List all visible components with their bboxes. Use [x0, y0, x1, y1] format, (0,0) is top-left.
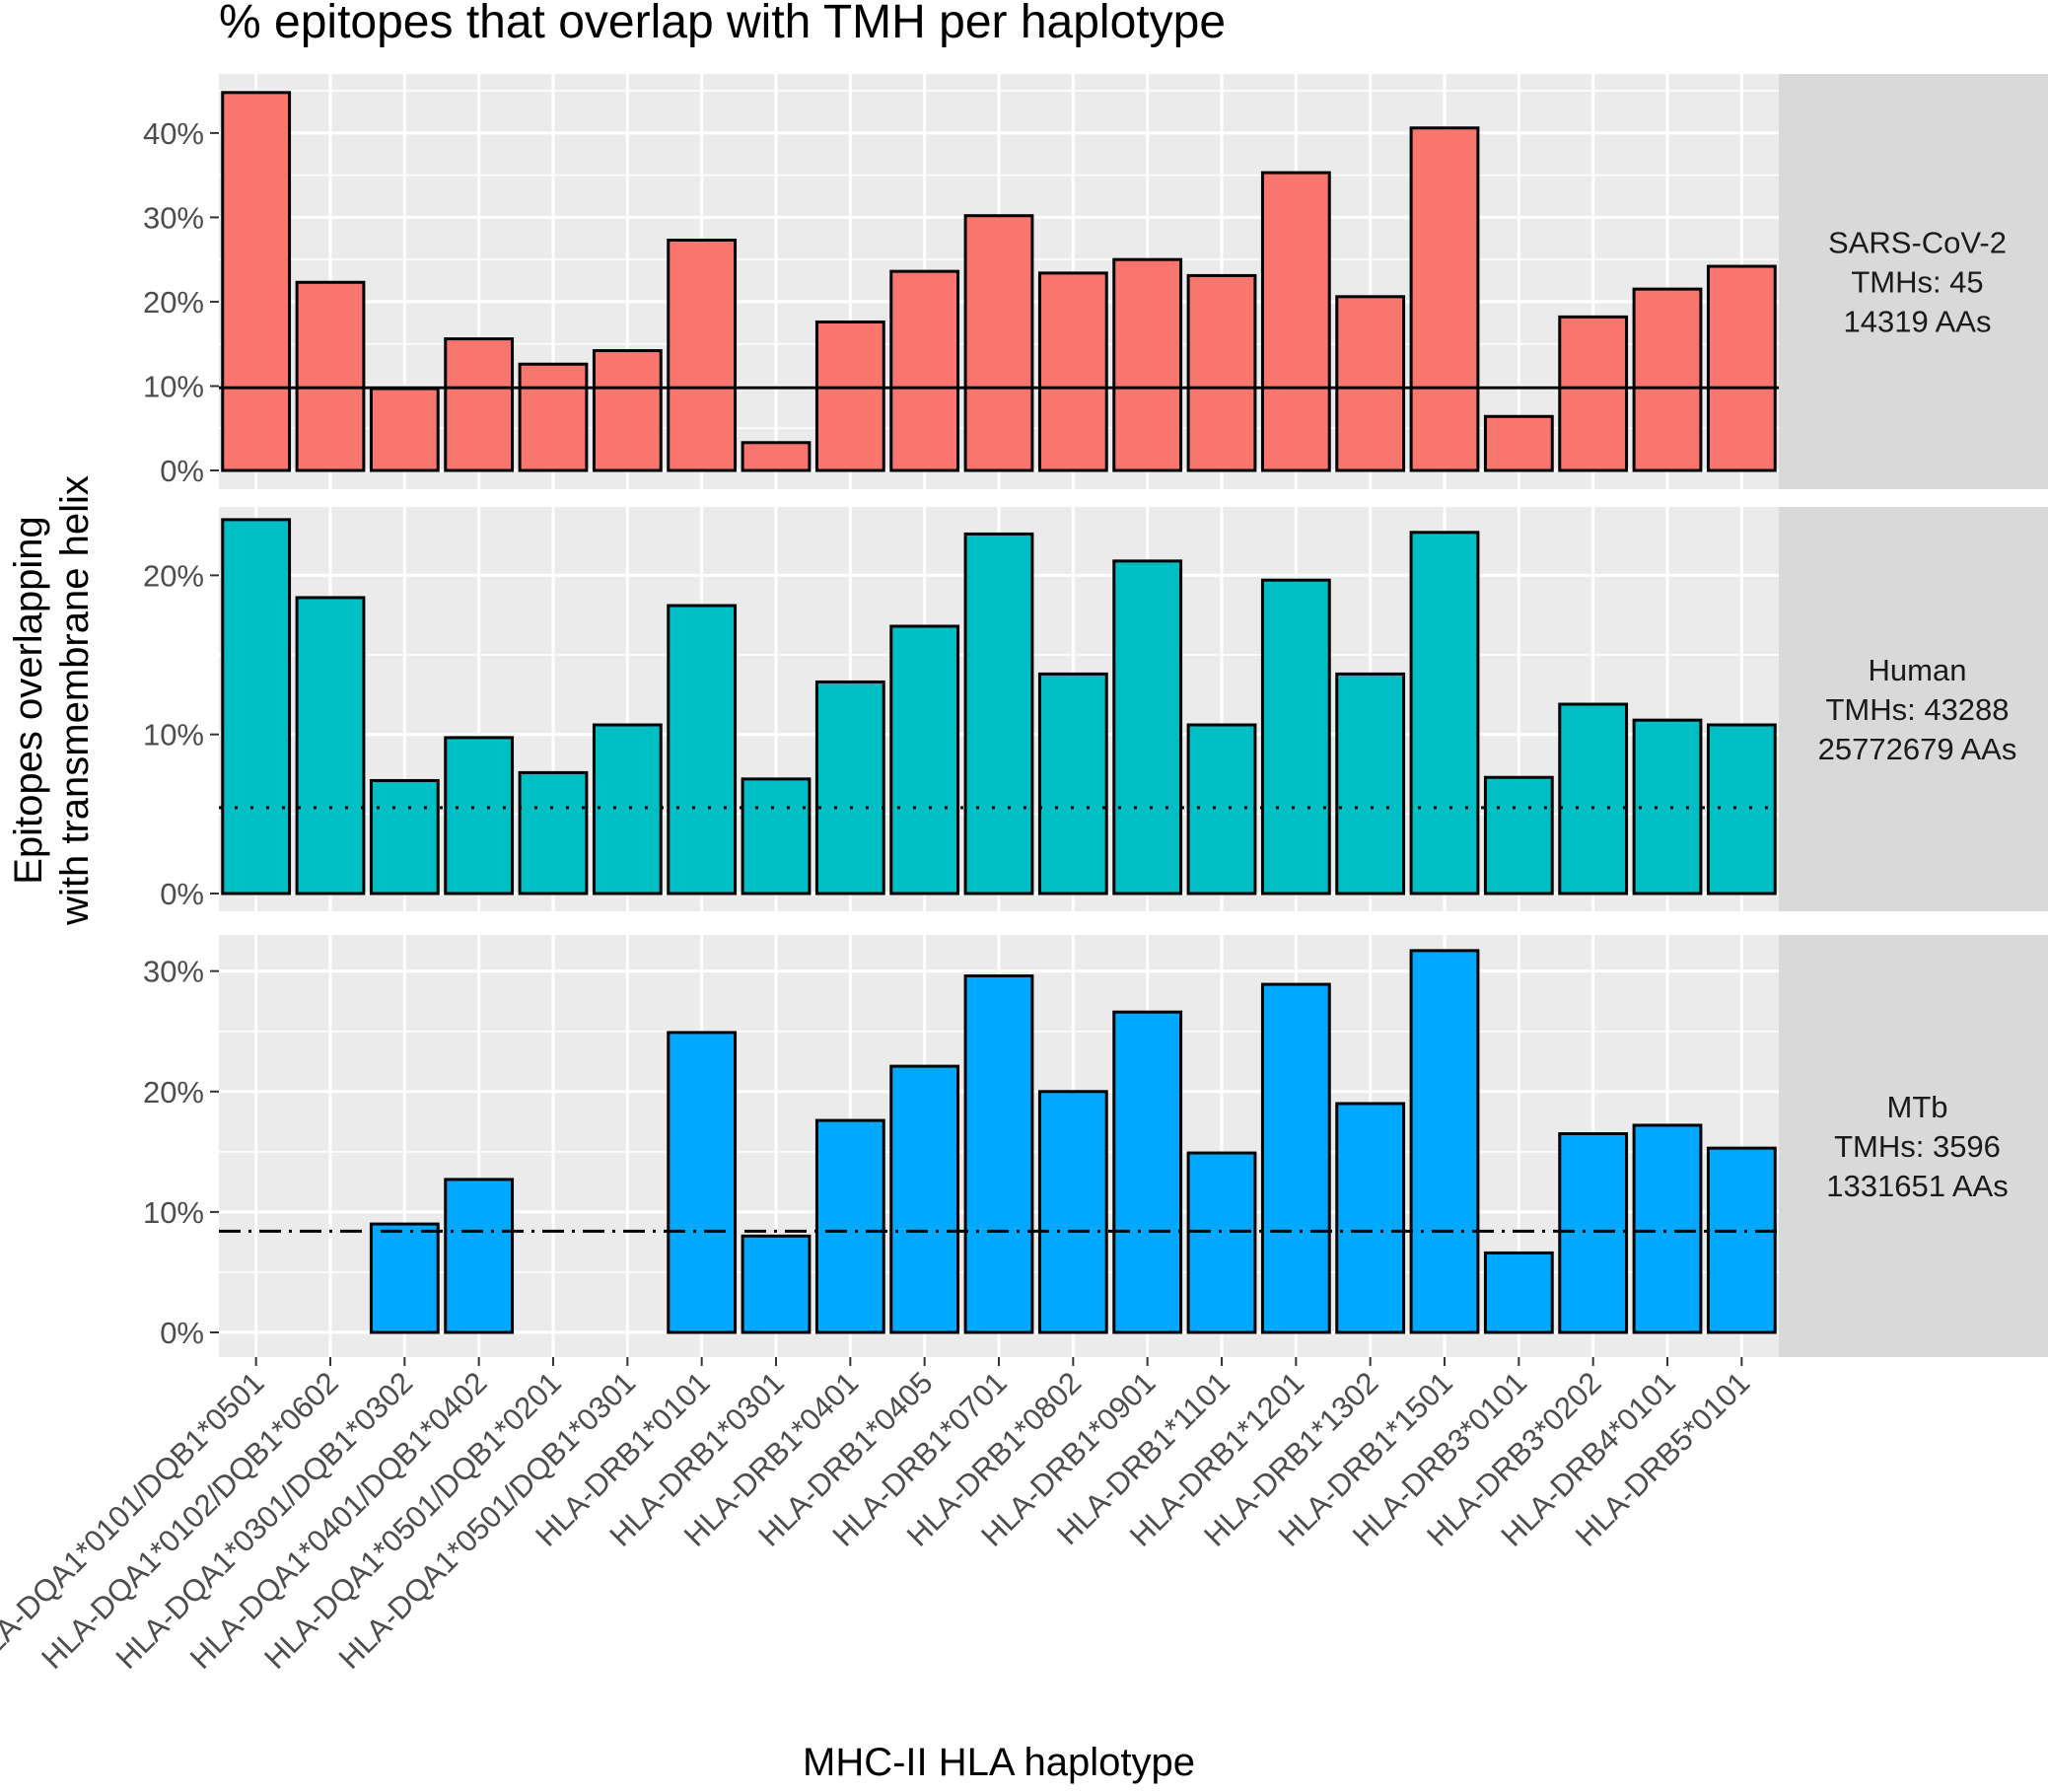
- y-tick-label: 10%: [143, 1195, 204, 1230]
- bar-hla-drb1-0802: [1037, 271, 1108, 472]
- bar-hla-drb4-0101: [1632, 718, 1703, 896]
- bar-hla-drb1-0301: [741, 1234, 812, 1334]
- bar-hla-drb1-0301: [741, 441, 812, 472]
- bar-hla-drb1-1101: [1186, 273, 1257, 472]
- bar-hla-dqa1-0301-dqb1-0302: [369, 1222, 440, 1334]
- bar-hla-dqa1-0401-dqb1-0402: [444, 736, 515, 896]
- bar-hla-drb1-0802: [1037, 672, 1108, 896]
- bar-hla-drb1-1201: [1260, 578, 1331, 896]
- bar-hla-drb1-0401: [814, 1118, 885, 1334]
- chart-title: % epitopes that overlap with TMH per hap…: [219, 0, 1226, 48]
- bar-hla-drb3-0101: [1483, 1251, 1554, 1334]
- bar-hla-dqa1-0101-dqb1-0501: [221, 91, 292, 472]
- bar-hla-drb1-1201: [1260, 982, 1331, 1334]
- bar-hla-dqa1-0501-dqb1-0301: [592, 723, 663, 896]
- bar-hla-drb1-0101: [667, 1031, 738, 1334]
- bar-hla-drb1-1302: [1335, 1102, 1406, 1334]
- y-axis-title-line-2: with transmembrane helix: [53, 475, 97, 926]
- bar-hla-drb1-0405: [889, 1064, 960, 1334]
- bar-hla-drb1-0701: [963, 532, 1034, 896]
- bar-hla-drb3-0202: [1558, 1132, 1629, 1334]
- bar-hla-drb1-0901: [1112, 559, 1183, 896]
- bar-hla-drb1-0701: [963, 974, 1034, 1334]
- bar-hla-dqa1-0501-dqb1-0201: [518, 362, 589, 472]
- bar-hla-drb1-0405: [889, 269, 960, 472]
- bar-hla-dqa1-0401-dqb1-0402: [444, 337, 515, 472]
- panel-1: 0% 10% 20% 30% 40% SARS-CoV-2 TMHs: 45 14319 AA…: [143, 74, 2048, 489]
- bar-hla-drb1-1501: [1409, 949, 1480, 1334]
- bar-hla-dqa1-0301-dqb1-0302: [369, 778, 440, 896]
- x-axis: HLA-DQA1*0101/DQB1*0501HLA-DQA1*0102/DQB…: [0, 1357, 1756, 1676]
- x-axis-title: MHC-II HLA haplotype: [803, 1741, 1195, 1784]
- facet-strip-label: TMHs: 3596: [1834, 1129, 2001, 1164]
- bar-hla-drb1-0301: [741, 777, 812, 896]
- bar-hla-drb1-1101: [1186, 1151, 1257, 1334]
- bar-hla-drb4-0101: [1632, 287, 1703, 472]
- facet-strip-label: 14319 AAs: [1844, 305, 1992, 339]
- facet-strip-label: Human: [1869, 653, 1967, 687]
- bar-hla-drb1-0405: [889, 624, 960, 896]
- bar-hla-drb3-0202: [1558, 315, 1629, 472]
- facet-strip-label: MTb: [1887, 1090, 1948, 1124]
- bar-hla-drb3-0101: [1483, 414, 1554, 472]
- bar-hla-drb4-0101: [1632, 1123, 1703, 1334]
- bar-hla-dqa1-0102-dqb1-0602: [295, 596, 366, 896]
- bar-hla-drb1-1101: [1186, 723, 1257, 896]
- facet-strip-label: TMHs: 45: [1851, 265, 1983, 300]
- bar-hla-dqa1-0301-dqb1-0302: [369, 387, 440, 472]
- y-tick-label: 20%: [143, 285, 204, 320]
- bar-hla-drb3-0101: [1483, 775, 1554, 896]
- bar-hla-drb1-0401: [814, 680, 885, 896]
- bar-hla-drb1-1201: [1260, 171, 1331, 472]
- y-tick-label: 20%: [143, 1075, 204, 1110]
- bar-hla-drb1-1501: [1409, 531, 1480, 896]
- panels-group: 0% 10% 20% 30% 40% SARS-CoV-2 TMHs: 45 14319 AA…: [143, 74, 2048, 1357]
- bar-hla-drb5-0101: [1706, 264, 1777, 472]
- y-tick-label: 0%: [160, 454, 204, 488]
- y-axis-title-line-1: Epitopes overlapping: [7, 516, 50, 885]
- bar-hla-drb5-0101: [1706, 723, 1777, 896]
- bar-hla-drb1-0802: [1037, 1090, 1108, 1334]
- bar-hla-drb1-1302: [1335, 295, 1406, 472]
- facet-strip: [1779, 74, 2048, 489]
- facet-strip: [1779, 507, 2048, 911]
- y-tick-label: 10%: [143, 718, 204, 753]
- facet-strip-label: SARS-CoV-2: [1828, 226, 2007, 260]
- y-tick-label: 20%: [143, 558, 204, 593]
- panel-3: 0% 10% 20% 30% MTb TMHs: 3596 1331651 AAs: [143, 935, 2048, 1357]
- panel-2: 0% 10% 20% Human TMHs: 43288 25772679 AAs: [143, 507, 2048, 911]
- facet-strip-label: TMHs: 43288: [1825, 692, 2009, 727]
- bar-hla-drb1-0701: [963, 214, 1034, 472]
- y-tick-label: 0%: [160, 1316, 204, 1350]
- bar-hla-drb1-0901: [1112, 1010, 1183, 1334]
- bar-hla-drb1-1302: [1335, 672, 1406, 896]
- bar-hla-dqa1-0501-dqb1-0201: [518, 770, 589, 896]
- y-tick-label: 40%: [143, 116, 204, 151]
- y-tick-label: 30%: [143, 200, 204, 235]
- facet-strip-label: 25772679 AAs: [1818, 732, 2017, 766]
- bar-hla-drb1-0101: [667, 604, 738, 896]
- bar-hla-drb1-0101: [667, 238, 738, 472]
- bar-hla-dqa1-0102-dqb1-0602: [295, 280, 366, 472]
- bar-hla-drb3-0202: [1558, 702, 1629, 896]
- bar-hla-dqa1-0101-dqb1-0501: [221, 518, 292, 896]
- facet-strip: [1779, 935, 2048, 1357]
- y-tick-label: 10%: [143, 369, 204, 403]
- y-tick-label: 0%: [160, 877, 204, 911]
- bar-hla-drb1-0401: [814, 320, 885, 472]
- bar-hla-drb5-0101: [1706, 1146, 1777, 1334]
- bar-hla-dqa1-0401-dqb1-0402: [444, 1178, 515, 1334]
- bar-hla-drb1-0901: [1112, 257, 1183, 472]
- y-tick-label: 30%: [143, 955, 204, 989]
- bar-hla-dqa1-0501-dqb1-0301: [592, 349, 663, 472]
- facet-strip-label: 1331651 AAs: [1826, 1169, 2008, 1203]
- bar-hla-drb1-1501: [1409, 126, 1480, 472]
